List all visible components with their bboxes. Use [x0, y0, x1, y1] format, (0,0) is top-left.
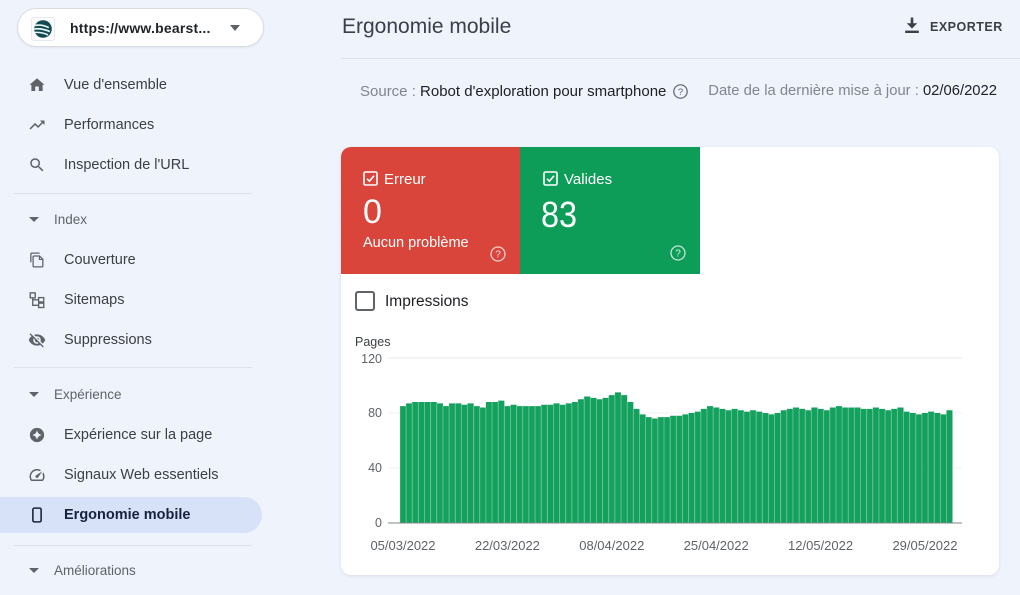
- svg-text:?: ?: [495, 250, 501, 261]
- svg-text:?: ?: [675, 249, 681, 260]
- svg-text:?: ?: [678, 87, 683, 98]
